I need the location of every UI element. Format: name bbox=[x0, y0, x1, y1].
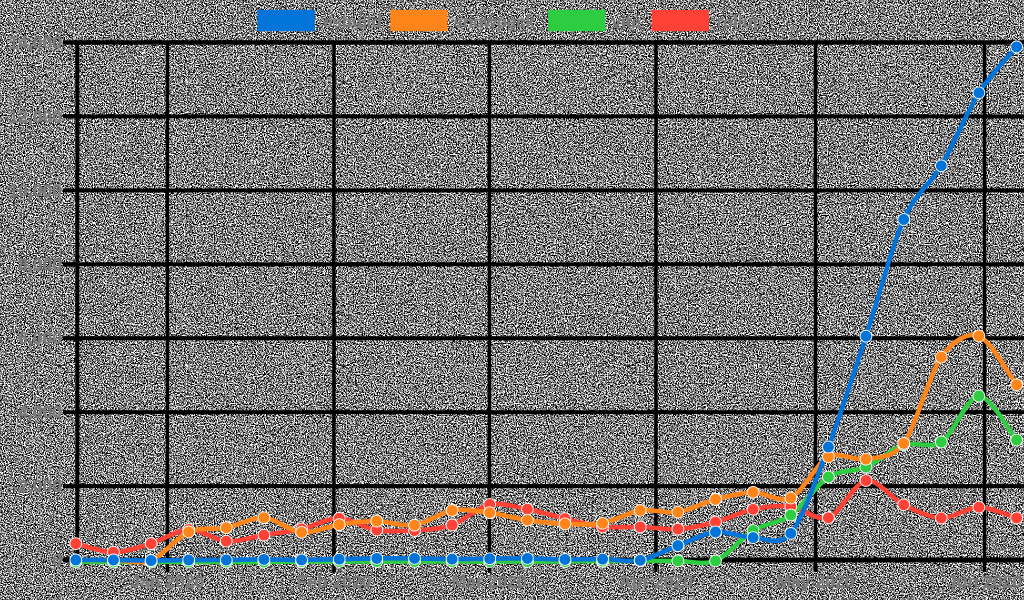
svg-text:Apr 2020: Apr 2020 bbox=[619, 572, 693, 592]
svg-text:vite: vite bbox=[612, 13, 641, 32]
svg-text:Jan 2020: Jan 2020 bbox=[130, 572, 204, 592]
svg-text:0: 0 bbox=[52, 550, 62, 570]
svg-text:esbuild: esbuild bbox=[323, 13, 382, 32]
svg-text:10,000: 10,000 bbox=[8, 180, 62, 200]
svg-text:May 2020: May 2020 bbox=[777, 572, 855, 592]
svg-text:4,000: 4,000 bbox=[18, 402, 62, 422]
svg-text:Mar 2020: Mar 2020 bbox=[452, 572, 527, 592]
svg-text:2,000: 2,000 bbox=[18, 476, 62, 496]
svg-text:12,000: 12,000 bbox=[8, 106, 62, 126]
svg-text:6,000: 6,000 bbox=[18, 328, 62, 348]
svg-text:snowpack: snowpack bbox=[454, 13, 536, 32]
svg-text:8,000: 8,000 bbox=[18, 254, 62, 274]
svg-text:rollup: rollup bbox=[717, 13, 764, 32]
svg-text:Jun 2020: Jun 2020 bbox=[947, 572, 1022, 592]
svg-text:Feb 2020: Feb 2020 bbox=[297, 572, 372, 592]
svg-text:14,000: 14,000 bbox=[8, 33, 62, 53]
